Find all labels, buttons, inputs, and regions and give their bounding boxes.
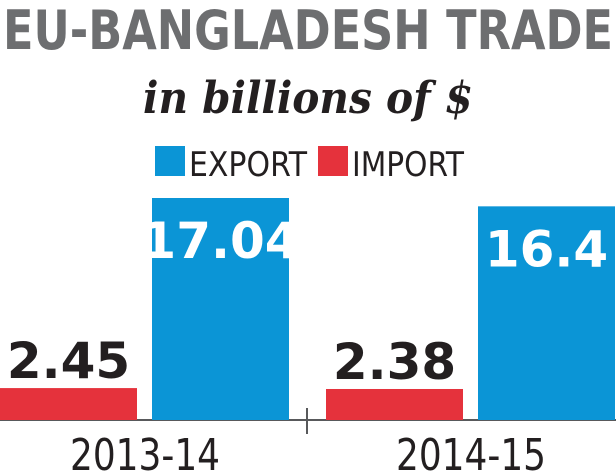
value-label: 17.04 xyxy=(141,212,299,270)
bar xyxy=(152,198,289,420)
chart-title: EU-BANGLADESH TRADE xyxy=(3,0,613,62)
bar xyxy=(478,206,615,420)
chart-subtitle: in billions of $ xyxy=(143,73,473,124)
bar xyxy=(326,388,463,420)
value-label: 16.4 xyxy=(485,220,608,278)
value-label: 2.45 xyxy=(7,332,130,390)
value-label: 2.38 xyxy=(333,333,456,391)
legend-swatch xyxy=(318,146,348,176)
x-tick-label: 2014-15 xyxy=(396,430,546,474)
bar xyxy=(0,388,137,420)
legend-swatch xyxy=(155,146,185,176)
legend-label: IMPORT xyxy=(352,145,464,185)
legend-label: EXPORT xyxy=(189,145,307,185)
x-tick-label: 2013-14 xyxy=(70,430,220,474)
